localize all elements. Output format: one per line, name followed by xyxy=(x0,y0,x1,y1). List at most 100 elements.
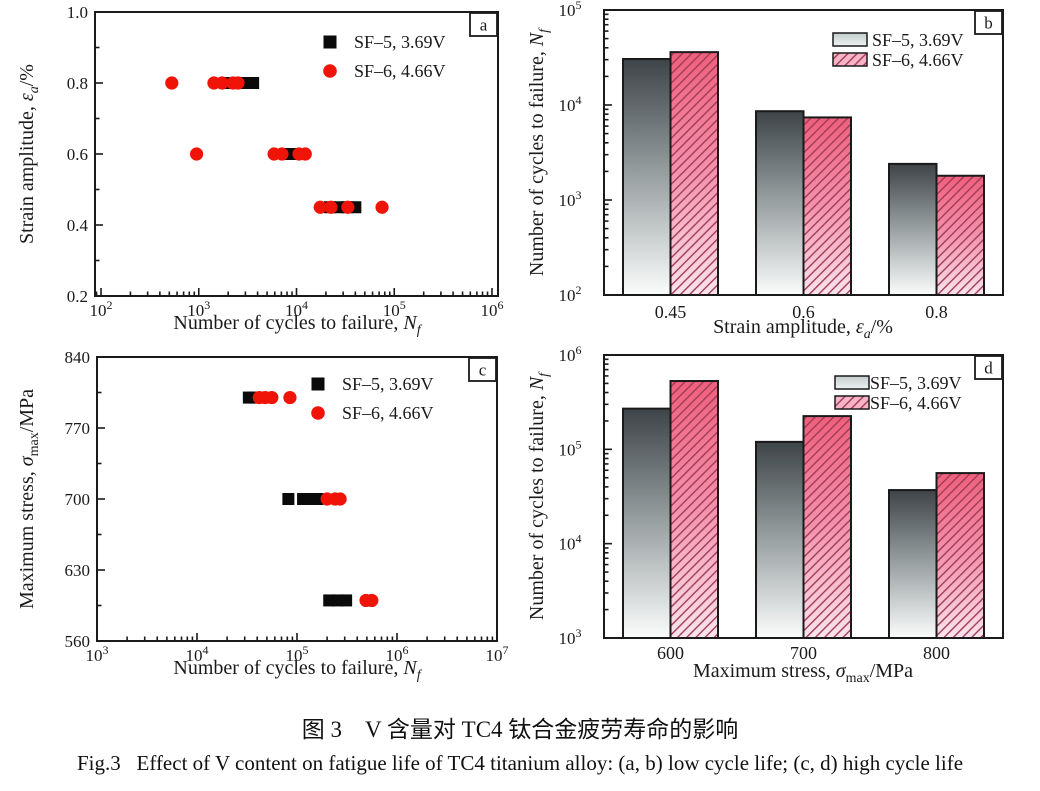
bar-sf5 xyxy=(755,440,805,639)
y-axis-title: Strain amplitude, εa/% xyxy=(16,64,42,244)
tick-label: 102 xyxy=(90,298,113,320)
panel-a-scatter-chart: 102 103 104 105 106 0.2 0.4 0.6 0.8 1.0 Number of … xyxy=(16,3,504,338)
legend-marker-sf6 xyxy=(311,406,325,420)
bars xyxy=(622,380,985,639)
bar-sf6-hatch xyxy=(803,416,851,638)
tick-label: 0.4 xyxy=(67,216,89,235)
x-axis: 102 103 104 105 106 xyxy=(90,288,504,320)
tick-label: 1.0 xyxy=(67,3,88,22)
tick-label: 103 xyxy=(559,188,582,210)
tick-label: 560 xyxy=(65,632,91,651)
x-axis-title: Number of cycles to failure, Nf xyxy=(173,657,422,683)
panel-c-scatter-chart: 103 104 105 106 107 560 630 700 770 840 Number of … xyxy=(16,348,509,683)
series-sf6 xyxy=(252,390,379,608)
series-sf5 xyxy=(242,391,353,607)
scatter-point-circle xyxy=(275,147,289,161)
scatter-point-circle xyxy=(165,76,179,90)
panel-label-box xyxy=(974,10,1003,35)
legend-label-sf6: SF–6, 4.66V xyxy=(872,50,964,70)
tick-label: 840 xyxy=(65,348,91,367)
legend-label-sf5: SF–5, 3.69V xyxy=(354,32,446,52)
bar-sf6-hatch xyxy=(670,381,718,638)
legend-marker-sf6 xyxy=(323,64,337,78)
scatter-point-circle xyxy=(375,200,389,214)
y-axis-title: Maximum stress, σmax/MPa xyxy=(16,389,42,609)
scatter-point-circle xyxy=(298,147,312,161)
category-label: 700 xyxy=(790,643,817,663)
y-axis-title: Number of cycles to failure, Nf xyxy=(526,27,552,276)
scatter-point-circle xyxy=(189,147,204,161)
tick-label: 107 xyxy=(486,643,509,665)
tick-label: 103 xyxy=(86,643,109,665)
y-axis: 560 630 700 770 840 xyxy=(65,348,105,651)
tick-label: 105 xyxy=(383,298,406,320)
panel-b-bar-chart: 102 103 104 105 0.45 0.6 0.8 Strain amplitude, … xyxy=(526,0,1004,340)
category-label: 0.8 xyxy=(925,302,948,322)
panel-label: a xyxy=(469,12,498,37)
scatter-point-circle xyxy=(333,492,347,506)
bar-sf5 xyxy=(622,57,672,296)
plot-frame xyxy=(603,9,1004,296)
panel-label-box xyxy=(469,12,498,37)
series-sf6 xyxy=(165,76,389,214)
tick-label: 770 xyxy=(65,419,91,438)
scatter-point-circle xyxy=(231,76,245,90)
scatter-point-square xyxy=(311,493,324,505)
tick-label: 104 xyxy=(559,93,582,115)
plot-frame xyxy=(94,11,499,297)
panel-label-box xyxy=(974,355,1003,380)
category-label: 0.45 xyxy=(655,302,687,322)
plot-frame xyxy=(96,356,498,642)
legend-swatch-sf5 xyxy=(832,32,868,47)
panel-letter: b xyxy=(984,14,993,33)
legend-label-sf5: SF–5, 3.69V xyxy=(342,374,434,394)
scatter-point-circle xyxy=(324,200,338,214)
x-axis-title: Maximum stress, σmax/MPa xyxy=(693,660,913,686)
panel-label-box xyxy=(468,357,497,382)
panel-letter: a xyxy=(480,16,488,35)
panel-letter: d xyxy=(984,359,993,378)
scatter-point-square xyxy=(340,594,353,607)
legend-label-sf6: SF–6, 4.66V xyxy=(354,61,446,81)
tick-label: 105 xyxy=(286,643,309,665)
bar-sf6-hatch xyxy=(936,175,984,295)
legend-label-sf6: SF–6, 4.66V xyxy=(342,403,434,423)
tick-label: 106 xyxy=(481,298,504,320)
legend-swatch-sf5 xyxy=(834,375,870,390)
x-axis-title: Number of cycles to failure, Nf xyxy=(173,312,422,338)
category-label: 800 xyxy=(923,643,950,663)
legend-swatch-sf6-hatch xyxy=(834,395,870,410)
tick-label: 102 xyxy=(559,283,582,305)
tick-label: 0.8 xyxy=(67,74,88,93)
tick-label: 104 xyxy=(186,643,209,665)
plot-frame xyxy=(603,354,1004,639)
bar-sf6-hatch xyxy=(936,473,984,638)
y-axis-title: Number of cycles to failure, Nf xyxy=(526,371,552,620)
legend-marker-sf5 xyxy=(311,377,325,391)
tick-label: 700 xyxy=(65,490,91,509)
scatter-point-circle xyxy=(365,593,379,608)
category-label: 600 xyxy=(657,643,684,663)
scatter-point-circle xyxy=(265,390,279,405)
bars xyxy=(622,51,985,297)
series-sf5 xyxy=(222,77,362,214)
bar-sf5 xyxy=(755,110,805,297)
scatter-point-circle xyxy=(215,76,229,90)
panel-label: d xyxy=(974,355,1003,380)
legend-swatch-sf6-hatch xyxy=(832,52,868,67)
tick-label: 105 xyxy=(559,0,582,20)
legend-marker-sf5 xyxy=(323,35,337,49)
legend: SF–5, 3.69V SF–6, 4.66V xyxy=(323,32,446,81)
legend-label-sf6: SF–6, 4.66V xyxy=(870,393,962,413)
bar-sf5 xyxy=(888,162,938,296)
scatter-point-circle xyxy=(283,390,297,405)
legend-label-sf5: SF–5, 3.69V xyxy=(870,373,962,393)
tick-label: 630 xyxy=(65,561,91,580)
tick-label: 105 xyxy=(559,437,582,459)
caption-english: Fig.3 Effect of V content on fatigue lif… xyxy=(76,751,964,775)
panel-label: b xyxy=(974,10,1003,35)
caption-chinese: 图 3 V 含量对 TC4 钛合金疲劳寿命的影响 xyxy=(301,717,739,742)
category-label: 0.6 xyxy=(792,302,815,322)
